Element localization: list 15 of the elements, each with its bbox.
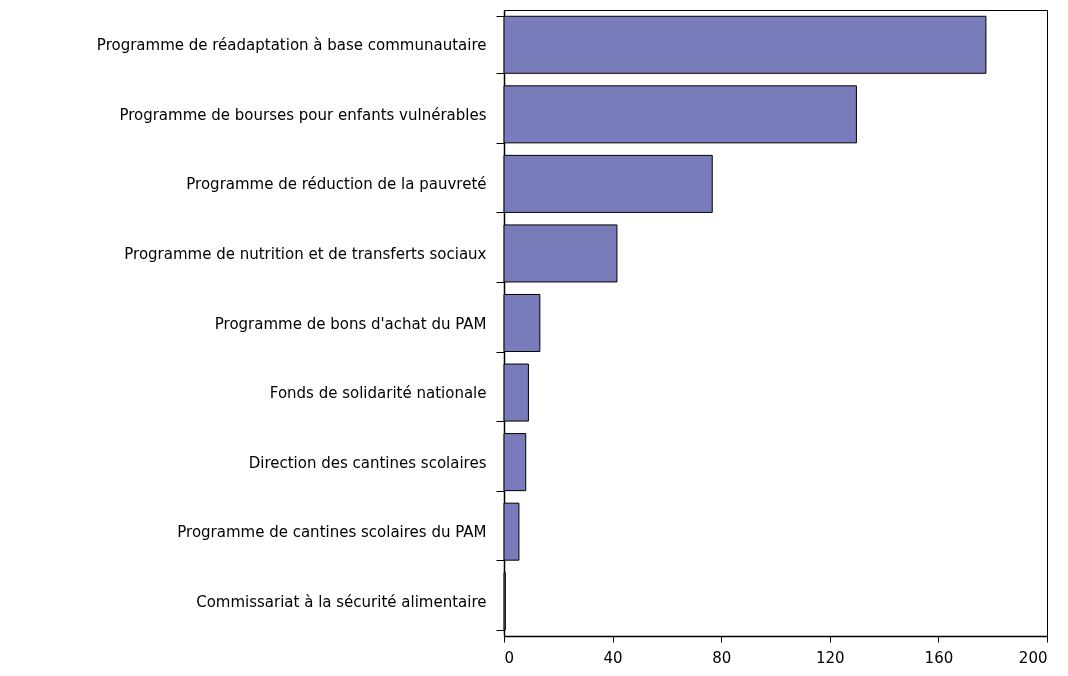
y-tick-label: Programme de réadaptation à base communautaire: [96, 36, 487, 55]
y-tick-label: Fonds de solidarité nationale: [269, 384, 487, 403]
x-tick-label: 160: [924, 648, 954, 667]
y-tick-label: Direction des cantines scolaires: [248, 453, 487, 472]
y-tick-label: Programme de cantines scolaires du PAM: [177, 523, 487, 542]
y-tick-label: Commissariat à la sécurité alimentaire: [196, 592, 487, 611]
x-tick-label: 80: [712, 648, 732, 667]
y-tick-label: Programme de réduction de la pauvreté: [186, 175, 487, 194]
y-tick-label: Programme de bourses pour enfants vulnérables: [119, 105, 487, 124]
x-tick-label: 200: [1018, 648, 1048, 667]
x-tick-label: 0: [504, 648, 515, 667]
x-tick-label: 40: [603, 648, 623, 667]
x-tick-label: 120: [815, 648, 845, 667]
y-tick-label: Programme de bons d'achat du PAM: [214, 314, 487, 333]
y-tick-label: Programme de nutrition et de transferts sociaux: [124, 244, 487, 263]
